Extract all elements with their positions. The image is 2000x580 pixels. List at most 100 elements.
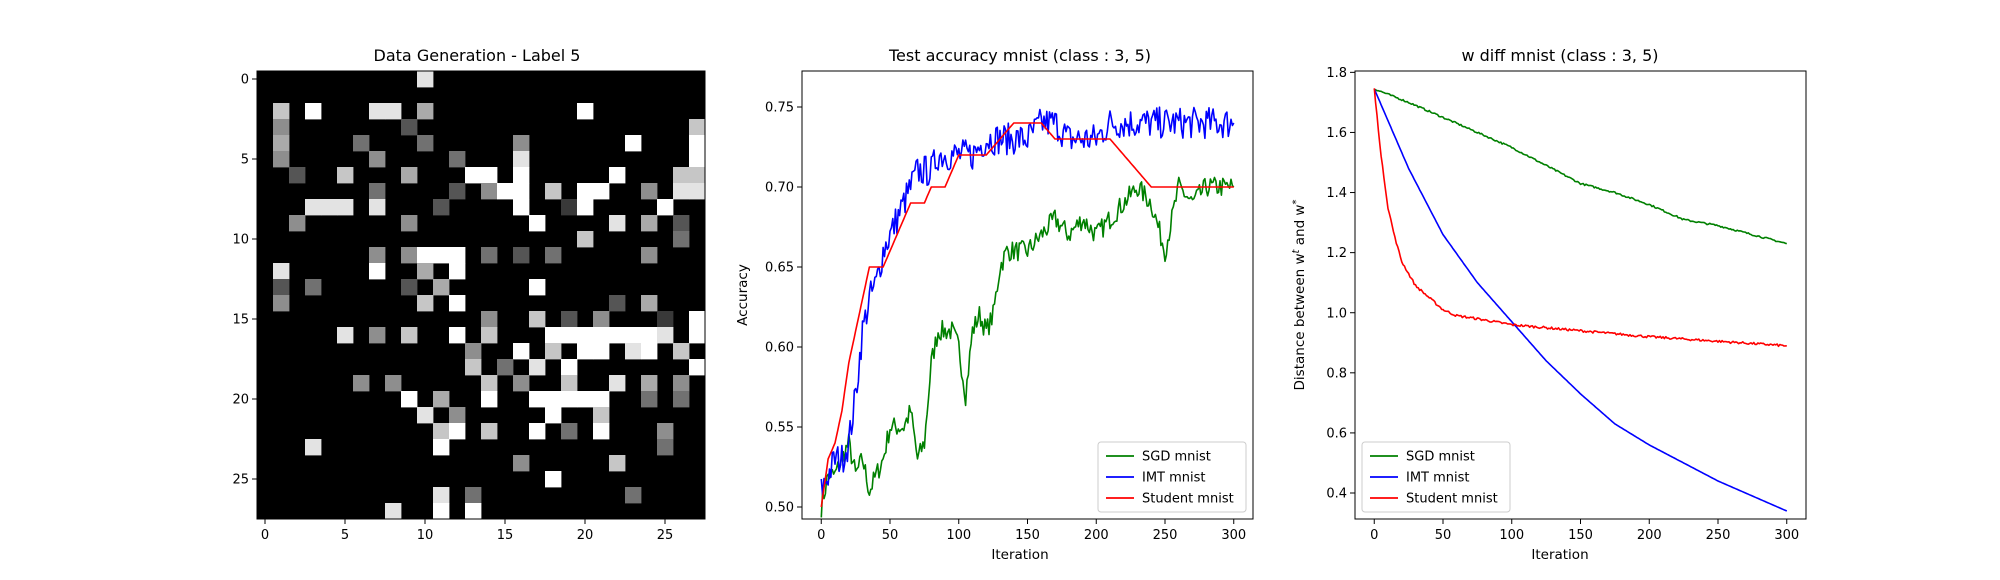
heatmap-cell — [689, 311, 706, 328]
heatmap-cell — [337, 167, 354, 184]
heatmap-cell — [689, 151, 706, 168]
heatmap-cell — [513, 183, 530, 200]
legend-box — [1097, 441, 1247, 513]
series-line-sgd-mnist — [820, 176, 1235, 518]
heatmap-cell — [609, 375, 626, 392]
heatmap-cell — [417, 103, 434, 120]
legend-label: IMT mnist — [1142, 471, 1206, 486]
heatmap-cell — [385, 503, 402, 520]
heatmap-cell — [401, 327, 418, 344]
heatmap-cell — [401, 215, 418, 232]
heatmap-cell — [545, 471, 562, 488]
wdiff-xlabel: Iteration — [1531, 547, 1588, 563]
heatmap-ytick-label: 15 — [232, 313, 249, 328]
x-tick-label: 200 — [1637, 528, 1662, 543]
heatmap-cell — [433, 423, 450, 440]
heatmap-cell — [513, 167, 530, 184]
heatmap-panel: Data Generation - Label 5 0 5 10 15 20 25 0 5 10… — [232, 46, 706, 543]
heatmap-cell — [609, 167, 626, 184]
heatmap-cell — [513, 151, 530, 168]
heatmap-cell — [369, 199, 386, 216]
heatmap-cell — [289, 167, 306, 184]
heatmap-cell — [689, 135, 706, 152]
heatmap-cell — [417, 135, 434, 152]
series-line-student-mnist — [1373, 88, 1787, 348]
heatmap-cell — [673, 375, 690, 392]
heatmap-cell — [385, 375, 402, 392]
heatmap-xtick-label: 20 — [577, 528, 594, 543]
heatmap-cell — [449, 263, 466, 280]
heatmap-cell — [561, 327, 578, 344]
heatmap-cell — [625, 487, 642, 504]
heatmap-cell — [513, 455, 530, 472]
heatmap-cell — [657, 311, 674, 328]
heatmap-cell — [481, 167, 498, 184]
heatmap-cell — [689, 327, 706, 344]
heatmap-cell — [577, 343, 594, 360]
heatmap-cell — [641, 183, 658, 200]
y-tick-label: 0.4 — [1326, 487, 1347, 502]
y-tick-label: 0.8 — [1326, 366, 1347, 381]
x-tick-label: 0 — [817, 528, 825, 543]
heatmap-cell — [289, 215, 306, 232]
x-tick-label: 200 — [1084, 528, 1109, 543]
legend-label: SGD mnist — [1406, 450, 1475, 465]
legend-label: SGD mnist — [1142, 450, 1211, 465]
heatmap-cell — [449, 151, 466, 168]
heatmap-cell — [689, 359, 706, 376]
heatmap-cell — [481, 391, 498, 408]
x-tick-label: 150 — [1015, 528, 1040, 543]
x-tick-label: 150 — [1568, 528, 1593, 543]
heatmap-cell — [593, 391, 610, 408]
wdiff-ylabel-sup2: * — [1291, 200, 1302, 205]
heatmap-cell — [545, 407, 562, 424]
heatmap-cell — [449, 295, 466, 312]
heatmap-cell — [577, 327, 594, 344]
heatmap-cell — [641, 247, 658, 264]
x-tick-label: 300 — [1774, 528, 1799, 543]
heatmap-cell — [433, 199, 450, 216]
heatmap-cell — [513, 247, 530, 264]
y-tick-label: 1.6 — [1326, 126, 1347, 141]
heatmap-cell — [369, 327, 386, 344]
heatmap-cell — [401, 247, 418, 264]
legend-label: Student mnist — [1406, 492, 1498, 507]
heatmap-cell — [497, 359, 514, 376]
heatmap-cell — [673, 343, 690, 360]
heatmap-cell — [481, 327, 498, 344]
heatmap-cell — [417, 247, 434, 264]
heatmap-cell — [465, 487, 482, 504]
heatmap-cell — [305, 439, 322, 456]
heatmap-cell — [465, 343, 482, 360]
y-tick-label: 0.70 — [765, 181, 794, 196]
heatmap-cell — [513, 135, 530, 152]
heatmap-cell — [689, 119, 706, 136]
heatmap-cell — [465, 359, 482, 376]
series-line-student-mnist — [820, 122, 1234, 508]
heatmap-cell — [273, 103, 290, 120]
heatmap-cell — [625, 135, 642, 152]
heatmap-cell — [529, 423, 546, 440]
heatmap-cell — [417, 295, 434, 312]
heatmap-ytick-label: 20 — [232, 393, 249, 408]
heatmap-cell — [641, 391, 658, 408]
heatmap-cell — [609, 455, 626, 472]
heatmap-xtick-label: 10 — [417, 528, 434, 543]
heatmap-cell — [369, 183, 386, 200]
heatmap-cell — [401, 391, 418, 408]
y-tick-label: 0.60 — [765, 341, 794, 356]
wdiff-ylabel: Distance between wt and w* — [1291, 200, 1308, 391]
heatmap-cell — [369, 151, 386, 168]
heatmap-cell — [641, 327, 658, 344]
heatmap-cell — [609, 215, 626, 232]
wdiff-panel: w diff mnist (class : 3, 5) Iteration Di… — [1291, 46, 1807, 563]
legend: SGD mnist IMT mnist Student mnist — [1361, 441, 1511, 513]
wdiff-ylabel-mid: and w — [1292, 205, 1308, 250]
heatmap-cell — [465, 503, 482, 520]
heatmap-cell — [305, 199, 322, 216]
heatmap-cell — [417, 407, 434, 424]
series-line-sgd-mnist — [1373, 88, 1787, 245]
heatmap-cell — [497, 183, 514, 200]
heatmap-cell — [513, 343, 530, 360]
